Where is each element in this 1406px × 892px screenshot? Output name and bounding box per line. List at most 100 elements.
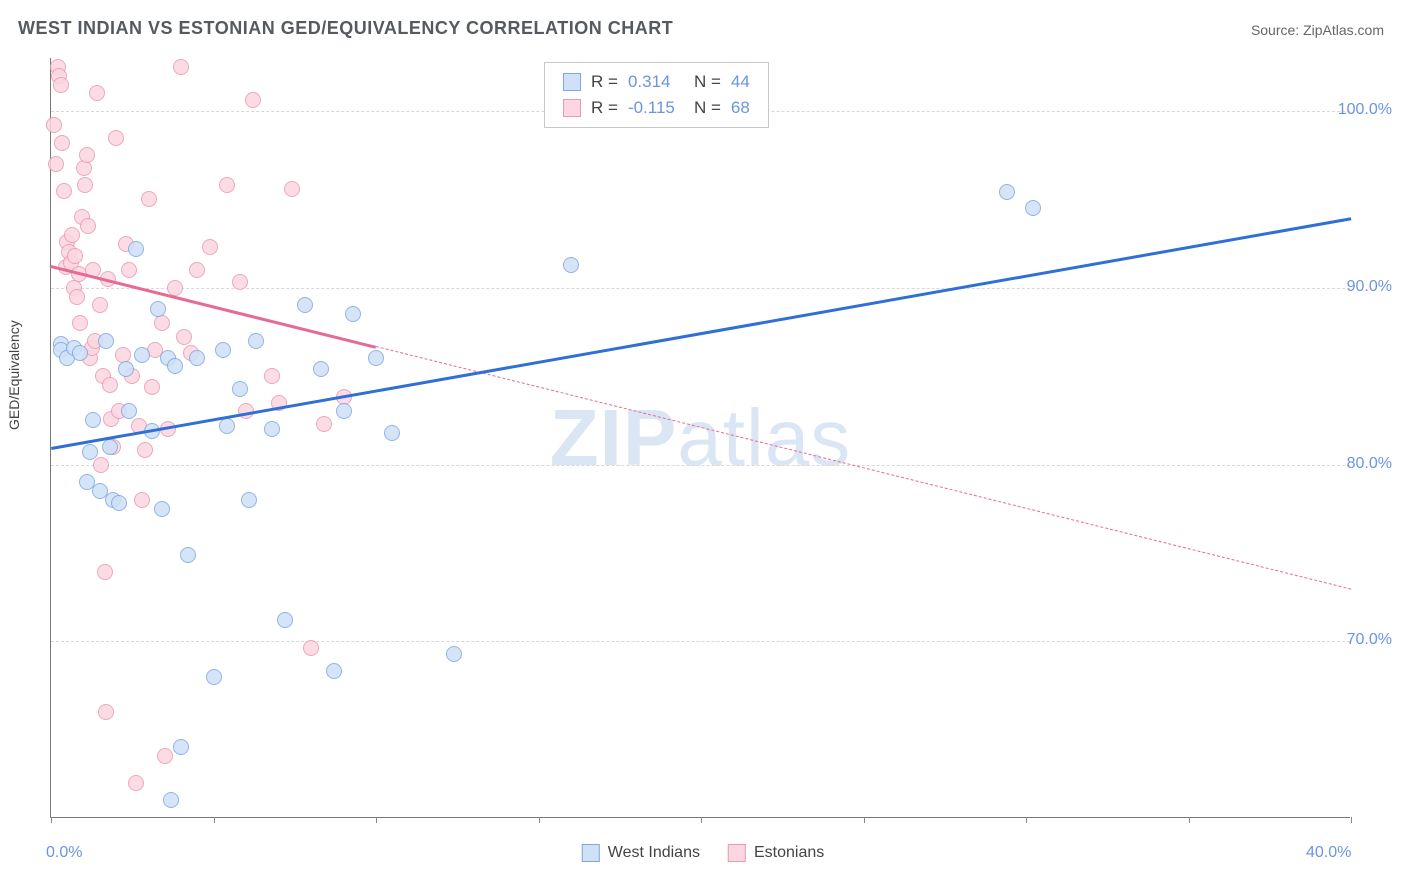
scatter-point-s2: [202, 239, 218, 255]
stats-r-label: R =: [591, 95, 618, 121]
stats-r-value: -0.115: [628, 95, 684, 121]
scatter-point-s1: [180, 547, 196, 563]
scatter-point-s2: [232, 274, 248, 290]
scatter-point-s1: [167, 358, 183, 374]
scatter-point-s2: [64, 227, 80, 243]
scatter-point-s2: [219, 177, 235, 193]
scatter-point-s2: [80, 218, 96, 234]
scatter-point-s1: [121, 403, 137, 419]
x-tick: [51, 817, 52, 823]
scatter-point-s1: [189, 350, 205, 366]
scatter-point-s1: [384, 425, 400, 441]
x-axis-label-right: 40.0%: [1306, 844, 1351, 862]
stats-n-label: N =: [694, 95, 721, 121]
scatter-point-s2: [108, 130, 124, 146]
scatter-point-s2: [93, 457, 109, 473]
scatter-point-s1: [336, 403, 352, 419]
scatter-point-s1: [134, 347, 150, 363]
y-axis-label: GED/Equivalency: [6, 320, 22, 430]
stats-legend-box: R =0.314N =44R =-0.115N =68: [544, 62, 769, 128]
watermark: ZIPatlas: [550, 392, 851, 484]
legend-item-s1: West Indians: [582, 844, 700, 862]
scatter-point-s1: [128, 241, 144, 257]
scatter-point-s1: [111, 495, 127, 511]
scatter-point-s2: [141, 191, 157, 207]
scatter-point-s2: [79, 147, 95, 163]
scatter-point-s1: [232, 381, 248, 397]
scatter-point-s1: [563, 257, 579, 273]
scatter-point-s1: [102, 439, 118, 455]
scatter-point-s2: [69, 289, 85, 305]
y-tick-label: 100.0%: [1338, 101, 1392, 119]
x-tick: [701, 817, 702, 823]
scatter-point-s2: [245, 92, 261, 108]
scatter-point-s2: [53, 77, 69, 93]
y-tick-label: 70.0%: [1347, 631, 1392, 649]
stats-n-value: 68: [731, 95, 750, 121]
x-tick: [1189, 817, 1190, 823]
chart-title: WEST INDIAN VS ESTONIAN GED/EQUIVALENCY …: [18, 18, 673, 39]
scatter-point-s2: [173, 59, 189, 75]
gridline: [51, 641, 1350, 642]
scatter-point-s2: [92, 297, 108, 313]
x-tick: [1351, 817, 1352, 823]
legend-item-s2: Estonians: [728, 844, 824, 862]
x-axis-label-left: 0.0%: [46, 844, 82, 862]
scatter-point-s1: [248, 333, 264, 349]
scatter-point-s1: [215, 342, 231, 358]
scatter-point-s1: [999, 184, 1015, 200]
legend-swatch-s2: [728, 844, 746, 862]
scatter-point-s1: [154, 501, 170, 517]
scatter-point-s1: [98, 333, 114, 349]
stats-row: R = -0.115 N = 68: [563, 95, 750, 121]
scatter-point-s2: [128, 775, 144, 791]
scatter-point-s1: [326, 663, 342, 679]
scatter-point-s2: [264, 368, 280, 384]
scatter-point-s2: [303, 640, 319, 656]
scatter-point-s2: [102, 377, 118, 393]
scatter-point-s1: [163, 792, 179, 808]
y-tick-label: 90.0%: [1347, 278, 1392, 296]
scatter-point-s2: [72, 315, 88, 331]
scatter-point-s1: [297, 297, 313, 313]
scatter-point-s2: [56, 183, 72, 199]
scatter-point-s2: [77, 177, 93, 193]
x-tick: [214, 817, 215, 823]
source-label: Source: ZipAtlas.com: [1251, 22, 1384, 38]
stats-n-value: 44: [731, 69, 750, 95]
gridline: [51, 288, 1350, 289]
stats-swatch: [563, 73, 581, 91]
scatter-point-s1: [72, 345, 88, 361]
scatter-point-s1: [150, 301, 166, 317]
scatter-point-s2: [97, 564, 113, 580]
watermark-suffix: atlas: [677, 393, 851, 482]
scatter-point-s2: [157, 748, 173, 764]
scatter-point-s1: [446, 646, 462, 662]
scatter-point-s1: [241, 492, 257, 508]
scatter-point-s2: [189, 262, 205, 278]
x-tick: [539, 817, 540, 823]
scatter-point-s1: [368, 350, 384, 366]
scatter-point-s2: [121, 262, 137, 278]
x-tick: [376, 817, 377, 823]
scatter-point-s1: [277, 612, 293, 628]
scatter-point-s1: [313, 361, 329, 377]
legend-swatch-s1: [582, 844, 600, 862]
legend-label-s2: Estonians: [754, 844, 824, 862]
scatter-point-s2: [316, 416, 332, 432]
bottom-legend: West Indians Estonians: [582, 844, 824, 862]
y-tick-label: 80.0%: [1347, 455, 1392, 473]
scatter-point-s2: [284, 181, 300, 197]
scatter-point-s2: [46, 117, 62, 133]
scatter-point-s2: [89, 85, 105, 101]
scatter-point-s1: [206, 669, 222, 685]
scatter-point-s1: [173, 739, 189, 755]
scatter-point-s2: [144, 379, 160, 395]
scatter-point-s2: [137, 442, 153, 458]
x-tick: [864, 817, 865, 823]
scatter-point-s2: [54, 135, 70, 151]
stats-row: R =0.314N =44: [563, 69, 750, 95]
stats-n-label: N =: [694, 69, 721, 95]
scatter-point-s2: [154, 315, 170, 331]
scatter-point-s1: [82, 444, 98, 460]
